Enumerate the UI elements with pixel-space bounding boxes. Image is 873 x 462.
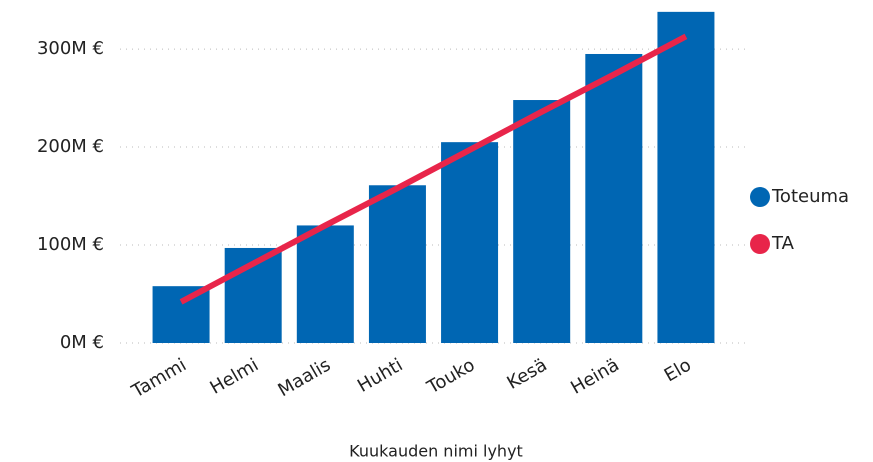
x-tick-label: Huhti [354,354,406,396]
bar [585,53,643,344]
bar [657,11,715,343]
legend-marker [750,234,770,254]
bar [513,100,571,343]
x-tick-label: Kesä [503,354,550,393]
x-axis-title: Kuukauden nimi lyhyt [349,442,523,461]
bar [368,185,426,343]
y-tick-label: 300M € [37,38,104,59]
x-tick-label: Tammi [127,354,190,402]
bar [441,142,499,343]
legend-marker [750,187,770,207]
y-tick-label: 0M € [60,332,104,353]
x-tick-label: Maalis [274,354,334,401]
line [179,33,688,305]
x-tick-label: Touko [423,354,479,398]
legend-label: Toteuma [771,186,849,207]
x-tick-label: Helmi [207,354,263,398]
y-tick-label: 100M € [37,234,104,255]
bar [296,225,354,343]
x-tick-label: Heinä [567,354,623,398]
y-tick-label: 200M € [37,136,104,157]
x-tick-label: Elo [661,354,695,386]
legend-label: TA [771,233,795,254]
bar [152,286,210,343]
